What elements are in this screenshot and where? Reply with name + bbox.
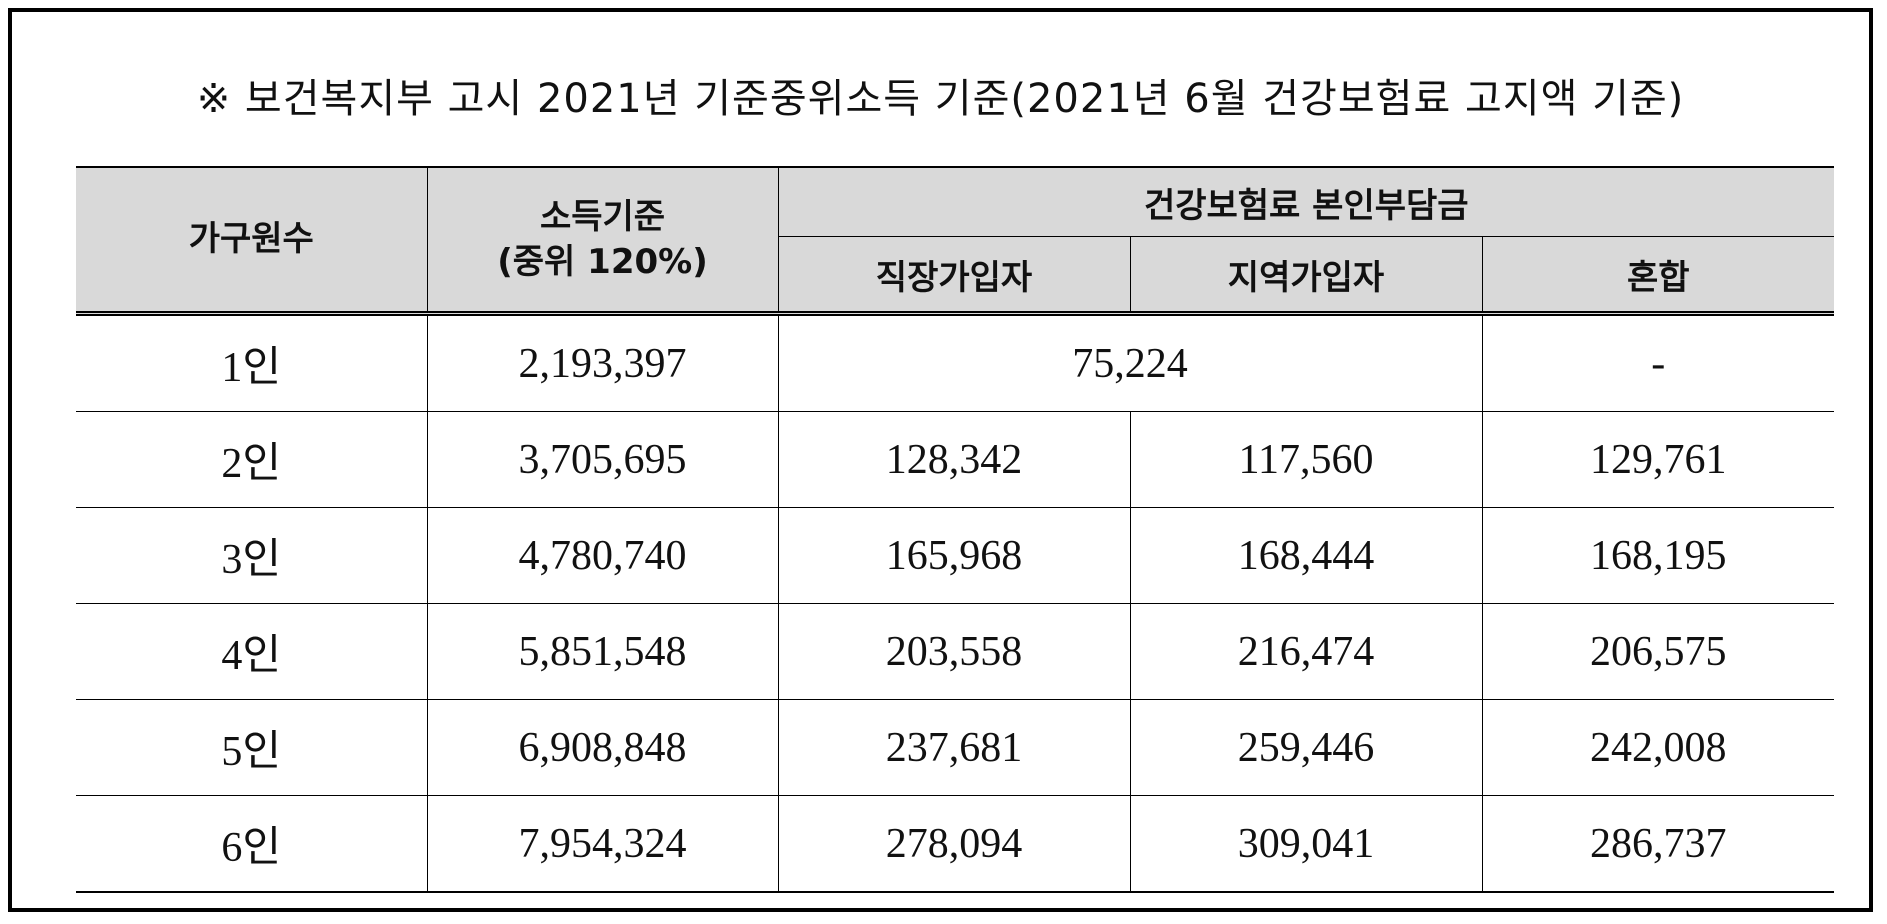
cell-household: 4인 xyxy=(76,603,428,700)
header-income: 소득기준 (중위 120%) xyxy=(426,166,779,316)
header-regional: 지역가입자 xyxy=(1129,236,1483,316)
cell-household: 6인 xyxy=(76,795,428,893)
header-row-1: 가구원수 소득기준 (중위 120%) 건강보험료 본인부담금 xyxy=(76,166,1835,316)
cell-household: 3인 xyxy=(76,507,428,604)
cell-regional: 168,444 xyxy=(1129,507,1483,604)
table-row: 1인 2,193,397 75,224 - xyxy=(76,313,1835,412)
cell-regional: 216,474 xyxy=(1129,603,1483,700)
cell-income: 4,780,740 xyxy=(426,507,779,604)
cell-mixed: 242,008 xyxy=(1481,699,1835,796)
header-mixed: 혼합 xyxy=(1481,236,1835,316)
cell-employee: 128,342 xyxy=(777,411,1131,508)
cell-household: 1인 xyxy=(76,313,428,412)
cell-income: 3,705,695 xyxy=(426,411,779,508)
premium-table: 가구원수 소득기준 (중위 120%) 건강보험료 본인부담금 직장가입자 지역… xyxy=(76,166,1835,893)
header-row-2: 직장가입자 지역가입자 혼합 xyxy=(76,236,1835,316)
page-title: ※ 보건복지부 고시 2021년 기준중위소득 기준(2021년 6월 건강보험… xyxy=(196,76,1685,122)
header-employee: 직장가입자 xyxy=(778,236,1131,316)
cell-household: 2인 xyxy=(76,411,428,508)
cell-income: 6,908,848 xyxy=(426,699,779,796)
table-header: 가구원수 소득기준 (중위 120%) 건강보험료 본인부담금 직장가입자 지역… xyxy=(76,166,1835,316)
table-row: 5인 6,908,848 237,681 259,446 242,008 xyxy=(76,699,1835,796)
cell-regional: 259,446 xyxy=(1129,699,1483,796)
cell-regional: 309,041 xyxy=(1129,795,1483,893)
cell-employee: 203,558 xyxy=(777,603,1131,700)
table-row: 6인 7,954,324 278,094 309,041 286,737 xyxy=(76,795,1835,893)
cell-mixed: 129,761 xyxy=(1481,411,1835,508)
cell-employee: 278,094 xyxy=(777,795,1131,893)
table-row: 2인 3,705,695 128,342 117,560 129,761 xyxy=(76,411,1835,508)
header-income-line2: (중위 120%) xyxy=(497,241,708,282)
cell-income: 2,193,397 xyxy=(426,313,779,412)
cell-employee: 165,968 xyxy=(777,507,1131,604)
header-income-line1: 소득기준 xyxy=(539,197,666,238)
table-row: 3인 4,780,740 165,968 168,444 168,195 xyxy=(76,507,1835,604)
cell-employee-regional-merged: 75,224 xyxy=(777,313,1483,412)
cell-income: 7,954,324 xyxy=(426,795,779,893)
cell-mixed: 168,195 xyxy=(1481,507,1835,604)
cell-mixed: 286,737 xyxy=(1481,795,1835,893)
header-premium-group: 건강보험료 본인부담금 xyxy=(777,166,1835,237)
cell-mixed: - xyxy=(1481,313,1835,412)
cell-regional: 117,560 xyxy=(1129,411,1483,508)
cell-income: 5,851,548 xyxy=(426,603,779,700)
document-frame: ※ 보건복지부 고시 2021년 기준중위소득 기준(2021년 6월 건강보험… xyxy=(8,8,1873,912)
cell-household: 5인 xyxy=(76,699,428,796)
table-row: 4인 5,851,548 203,558 216,474 206,575 xyxy=(76,603,1835,700)
cell-mixed: 206,575 xyxy=(1481,603,1835,700)
table-body: 1인 2,193,397 75,224 - 2인 3,705,695 128,3… xyxy=(76,313,1835,893)
header-household: 가구원수 xyxy=(76,166,428,316)
cell-employee: 237,681 xyxy=(777,699,1131,796)
